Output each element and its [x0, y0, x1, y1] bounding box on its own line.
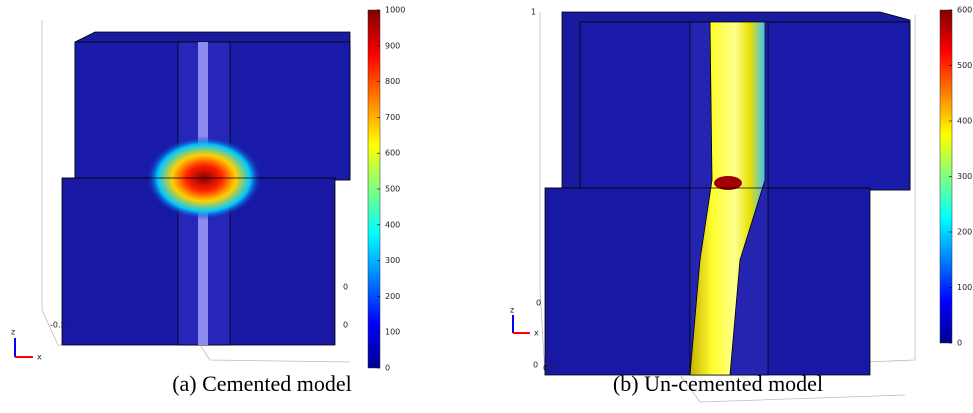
axis-label: 0	[343, 321, 348, 330]
panel-a-colorbar: 0 100 200 300 400 500 600 700 800 900 1000	[367, 6, 405, 373]
axis-label: x	[37, 353, 42, 362]
axis-label: 0	[343, 283, 348, 292]
colorbar-tick-label: 500	[385, 185, 400, 194]
colorbar-tick-label: 500	[957, 61, 972, 70]
colorbar-tick-label: 100	[957, 283, 972, 292]
axis-label: 0	[533, 361, 538, 370]
colorbar-tick-label: 900	[385, 41, 400, 50]
colorbar-tick-label: 400	[957, 117, 972, 126]
caption: (b) Un-cemented model	[613, 371, 823, 396]
colorbar-tick-label: 700	[385, 113, 400, 122]
panel-b-colorbar: 0 100 200 300 400 500 600	[939, 6, 972, 348]
axis-label: x	[534, 329, 539, 338]
colorbar-tick-label: 0	[385, 364, 390, 373]
colorbar-tick-label: 200	[385, 292, 400, 301]
colorbar-tick-label: 600	[385, 149, 400, 158]
axis-label: 0	[536, 299, 541, 308]
colorbar-tick-label: 400	[385, 220, 400, 229]
colorbar-tick-label: 0	[957, 339, 962, 348]
panel-b-model	[539, 11, 916, 403]
axis-label: 1	[531, 8, 536, 17]
caption: (a) Cemented model	[172, 371, 352, 396]
colorbar-tick-label: 100	[385, 328, 400, 337]
axis-triad	[14, 338, 33, 358]
axis-label: z	[510, 306, 514, 315]
axis-label: z	[11, 328, 15, 337]
axis-label: 0.5	[543, 364, 556, 373]
axis-triad	[512, 315, 530, 334]
colorbar-tick-label: 200	[957, 228, 972, 237]
colorbar-tick-label: 300	[957, 172, 972, 181]
colorbar-tick-label: 800	[385, 77, 400, 86]
colorbar-tick-label: 600	[957, 6, 972, 15]
colorbar-tick-label: 300	[385, 256, 400, 265]
panel-a-model	[41, 20, 351, 363]
axis-label: -0.5	[50, 321, 66, 330]
colorbar-tick-label: 1000	[385, 6, 405, 15]
